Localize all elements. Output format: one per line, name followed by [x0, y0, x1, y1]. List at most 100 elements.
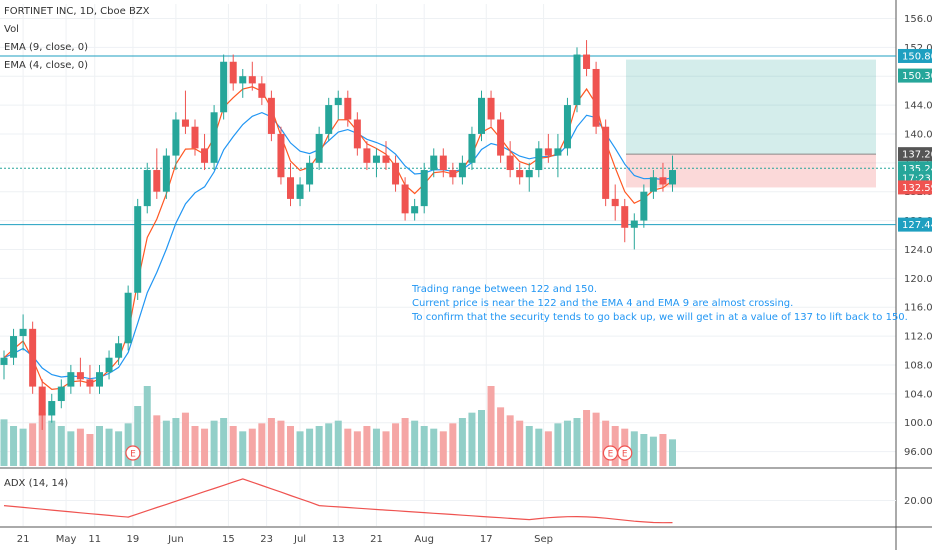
candle — [248, 61, 256, 91]
candle-body — [96, 372, 103, 387]
price-tick-label: 124.00 — [904, 245, 932, 256]
volume-bar — [162, 420, 170, 466]
volume-bar — [239, 431, 247, 466]
candle — [143, 162, 151, 214]
volume-bar — [210, 420, 218, 466]
candle — [29, 321, 37, 394]
ema4-line — [3, 86, 673, 391]
adx-label: ADX (14, 14) — [4, 478, 68, 489]
candle-body — [353, 119, 361, 149]
candle — [458, 155, 466, 185]
candle — [181, 90, 189, 134]
candle — [38, 379, 46, 430]
time-tick-label: 23 — [260, 534, 273, 545]
volume-bar — [201, 428, 209, 466]
candle — [296, 177, 304, 207]
candle — [96, 364, 103, 394]
volume-bar — [306, 428, 314, 466]
ema4-path — [3, 86, 673, 391]
candle — [649, 170, 657, 199]
volume-bar — [478, 410, 485, 466]
candle — [315, 126, 323, 171]
volume-bar — [134, 406, 142, 466]
candle-body — [363, 148, 371, 163]
earnings-marker-label: E — [622, 450, 628, 460]
candle — [57, 379, 65, 409]
candle — [392, 155, 400, 192]
candle-body — [525, 170, 533, 178]
candle-body — [669, 170, 676, 185]
time-tick-label: 21 — [17, 534, 30, 545]
volume-bar — [497, 407, 505, 466]
time-tick-label: Jul — [293, 534, 306, 545]
price-tag — [898, 147, 932, 162]
time-tick-label: 15 — [222, 534, 235, 545]
candle-body — [602, 126, 610, 199]
candle — [525, 162, 533, 192]
volume-bar — [449, 423, 457, 466]
candle-body — [325, 105, 333, 134]
candle — [344, 90, 352, 127]
adx-line — [3, 478, 673, 524]
volume-bar — [172, 418, 180, 466]
volume-bar — [181, 412, 189, 466]
price-tag — [898, 48, 932, 63]
candle-body — [573, 54, 581, 106]
candle — [478, 90, 485, 142]
candle — [563, 97, 571, 156]
volume-bar — [411, 420, 419, 466]
volume-bar — [191, 426, 199, 466]
candle — [67, 364, 75, 394]
candle-body — [611, 198, 619, 207]
volume-bar — [392, 423, 400, 466]
candle-body — [640, 191, 648, 221]
volume-bar — [659, 434, 667, 466]
time-tick-label: 13 — [332, 534, 345, 545]
candle-body — [516, 170, 524, 178]
candle — [105, 350, 113, 380]
volume-bar — [506, 415, 514, 466]
time-tick-label: 17 — [480, 534, 493, 545]
candle — [640, 184, 648, 228]
price-tag-label: 135.24 — [902, 164, 932, 175]
earnings-marker-label: E — [608, 450, 614, 460]
volume-bar — [277, 420, 285, 466]
candle-body — [554, 148, 562, 156]
candle — [401, 177, 409, 221]
time-tick-label: Sep — [534, 534, 553, 545]
candle-body — [535, 148, 543, 171]
candle-body — [344, 97, 352, 120]
volume-bar — [382, 431, 390, 466]
candle — [592, 61, 600, 134]
candle-body — [48, 401, 56, 416]
candle — [134, 198, 142, 300]
volume-bar — [105, 428, 113, 466]
candle-body — [287, 177, 294, 199]
price-tick-label: 116.00 — [904, 303, 932, 314]
candle — [115, 336, 123, 365]
candle — [258, 76, 266, 106]
volume-bar — [258, 423, 266, 466]
volume-bar — [563, 420, 571, 466]
candle — [621, 198, 629, 243]
candle — [172, 112, 180, 171]
candle — [554, 133, 562, 178]
candle — [430, 148, 438, 178]
candle — [420, 162, 428, 214]
price-tag — [898, 68, 932, 83]
time-tick-label: May — [56, 534, 77, 545]
candle — [411, 198, 419, 221]
volume-bar — [29, 423, 37, 466]
time-tick-label: Jun — [167, 534, 184, 545]
candle-body — [10, 336, 18, 358]
candle-body — [487, 97, 495, 120]
volume-bar — [458, 418, 466, 466]
annotation-line-2: Current price is near the 122 and the EM… — [412, 298, 793, 309]
candle-body — [115, 343, 123, 358]
annotation-line-3: To confirm that the security tends to go… — [411, 312, 908, 323]
candle-body — [277, 133, 285, 178]
volume-bar — [640, 434, 648, 466]
candle-body — [372, 155, 380, 163]
